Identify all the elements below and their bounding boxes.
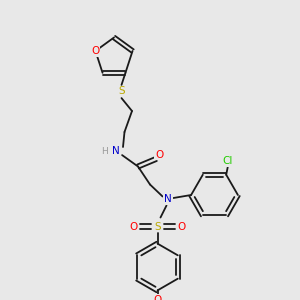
Text: N: N [164, 194, 172, 205]
Text: Cl: Cl [223, 156, 233, 166]
Text: O: O [153, 295, 162, 300]
Text: S: S [154, 221, 161, 232]
Text: O: O [91, 46, 100, 56]
Text: O: O [155, 149, 163, 160]
Text: S: S [118, 86, 125, 97]
Text: H: H [101, 147, 107, 156]
Text: O: O [129, 221, 138, 232]
Text: O: O [177, 221, 186, 232]
Text: N: N [112, 146, 119, 157]
